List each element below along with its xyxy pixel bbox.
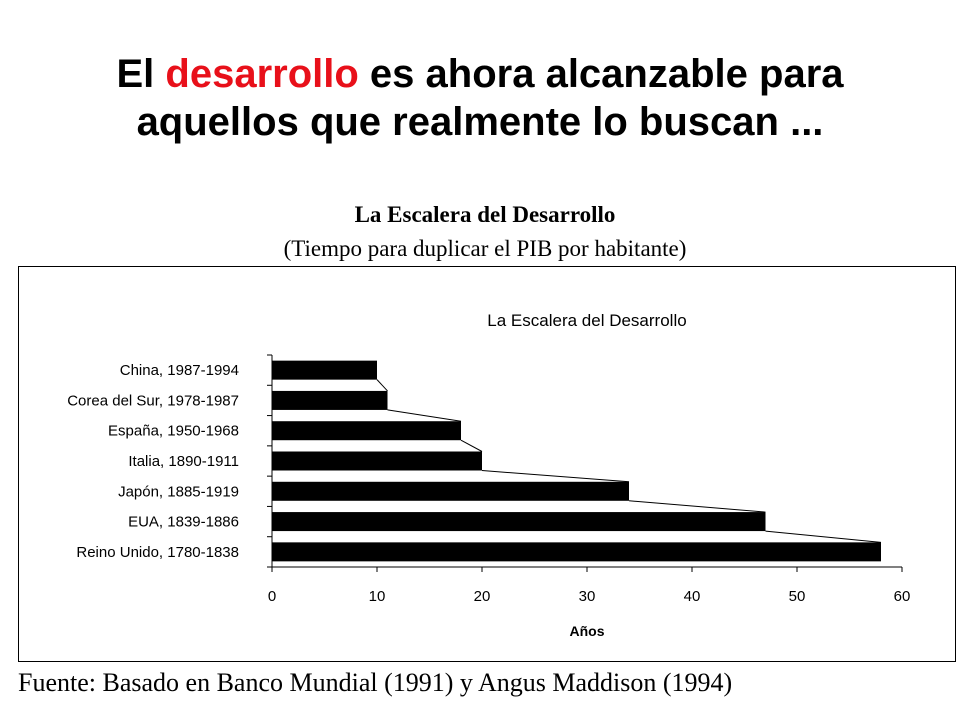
connector-line (765, 530, 882, 543)
chart-title: La Escalera del Desarrollo (487, 311, 686, 330)
connector-line (460, 439, 483, 452)
bar (272, 390, 388, 410)
category-label: EUA, 1839-1886 (128, 514, 239, 531)
category-label: China, 1987-1994 (120, 362, 239, 379)
connector-line (387, 409, 462, 422)
title-line1-pre: El (116, 52, 166, 96)
bar-chart: La Escalera del Desarrollo 0 10 20 30 40 50 60 A… (67, 311, 911, 639)
chart-frame: La Escalera del Desarrollo 0 10 20 30 40 50 60 A… (18, 266, 956, 662)
x-tick-label: 60 (894, 588, 911, 605)
bar (272, 542, 881, 562)
slide-title: El desarrollo es ahora alcanzable para aq… (0, 50, 960, 146)
x-tick-label: 50 (789, 588, 806, 605)
connector-line (481, 470, 630, 483)
x-tick-label: 0 (268, 588, 276, 605)
chart-heading-title: La Escalera del Desarrollo (354, 202, 616, 227)
bar (272, 360, 377, 380)
category-label: Reino Unido, 1780-1838 (76, 544, 239, 561)
title-accent-word: desarrollo (165, 52, 359, 96)
bar (272, 451, 482, 471)
source-note: Fuente: Basado en Banco Mundial (1991) y… (18, 668, 733, 697)
bar (272, 421, 461, 441)
x-tick-label: 20 (474, 588, 491, 605)
category-label: Italia, 1890-1911 (128, 453, 239, 470)
connector-line (628, 500, 766, 513)
category-label: Japón, 1885-1919 (118, 483, 239, 500)
chart-heading-subtitle: (Tiempo para duplicar el PIB por habitan… (283, 236, 687, 261)
x-tick-label: 10 (369, 588, 386, 605)
title-line1-post: es ahora alcanzable para (358, 52, 844, 96)
x-axis-label: Años (570, 623, 605, 639)
connector-line (376, 379, 388, 392)
x-tick-label: 30 (579, 588, 596, 605)
bar (272, 481, 629, 501)
title-line2: aquellos que realmente lo buscan ... (136, 100, 824, 144)
x-tick-label: 40 (684, 588, 701, 605)
bar (272, 512, 766, 532)
category-label: España, 1950-1968 (108, 423, 239, 440)
category-label: Corea del Sur, 1978-1987 (67, 392, 239, 409)
